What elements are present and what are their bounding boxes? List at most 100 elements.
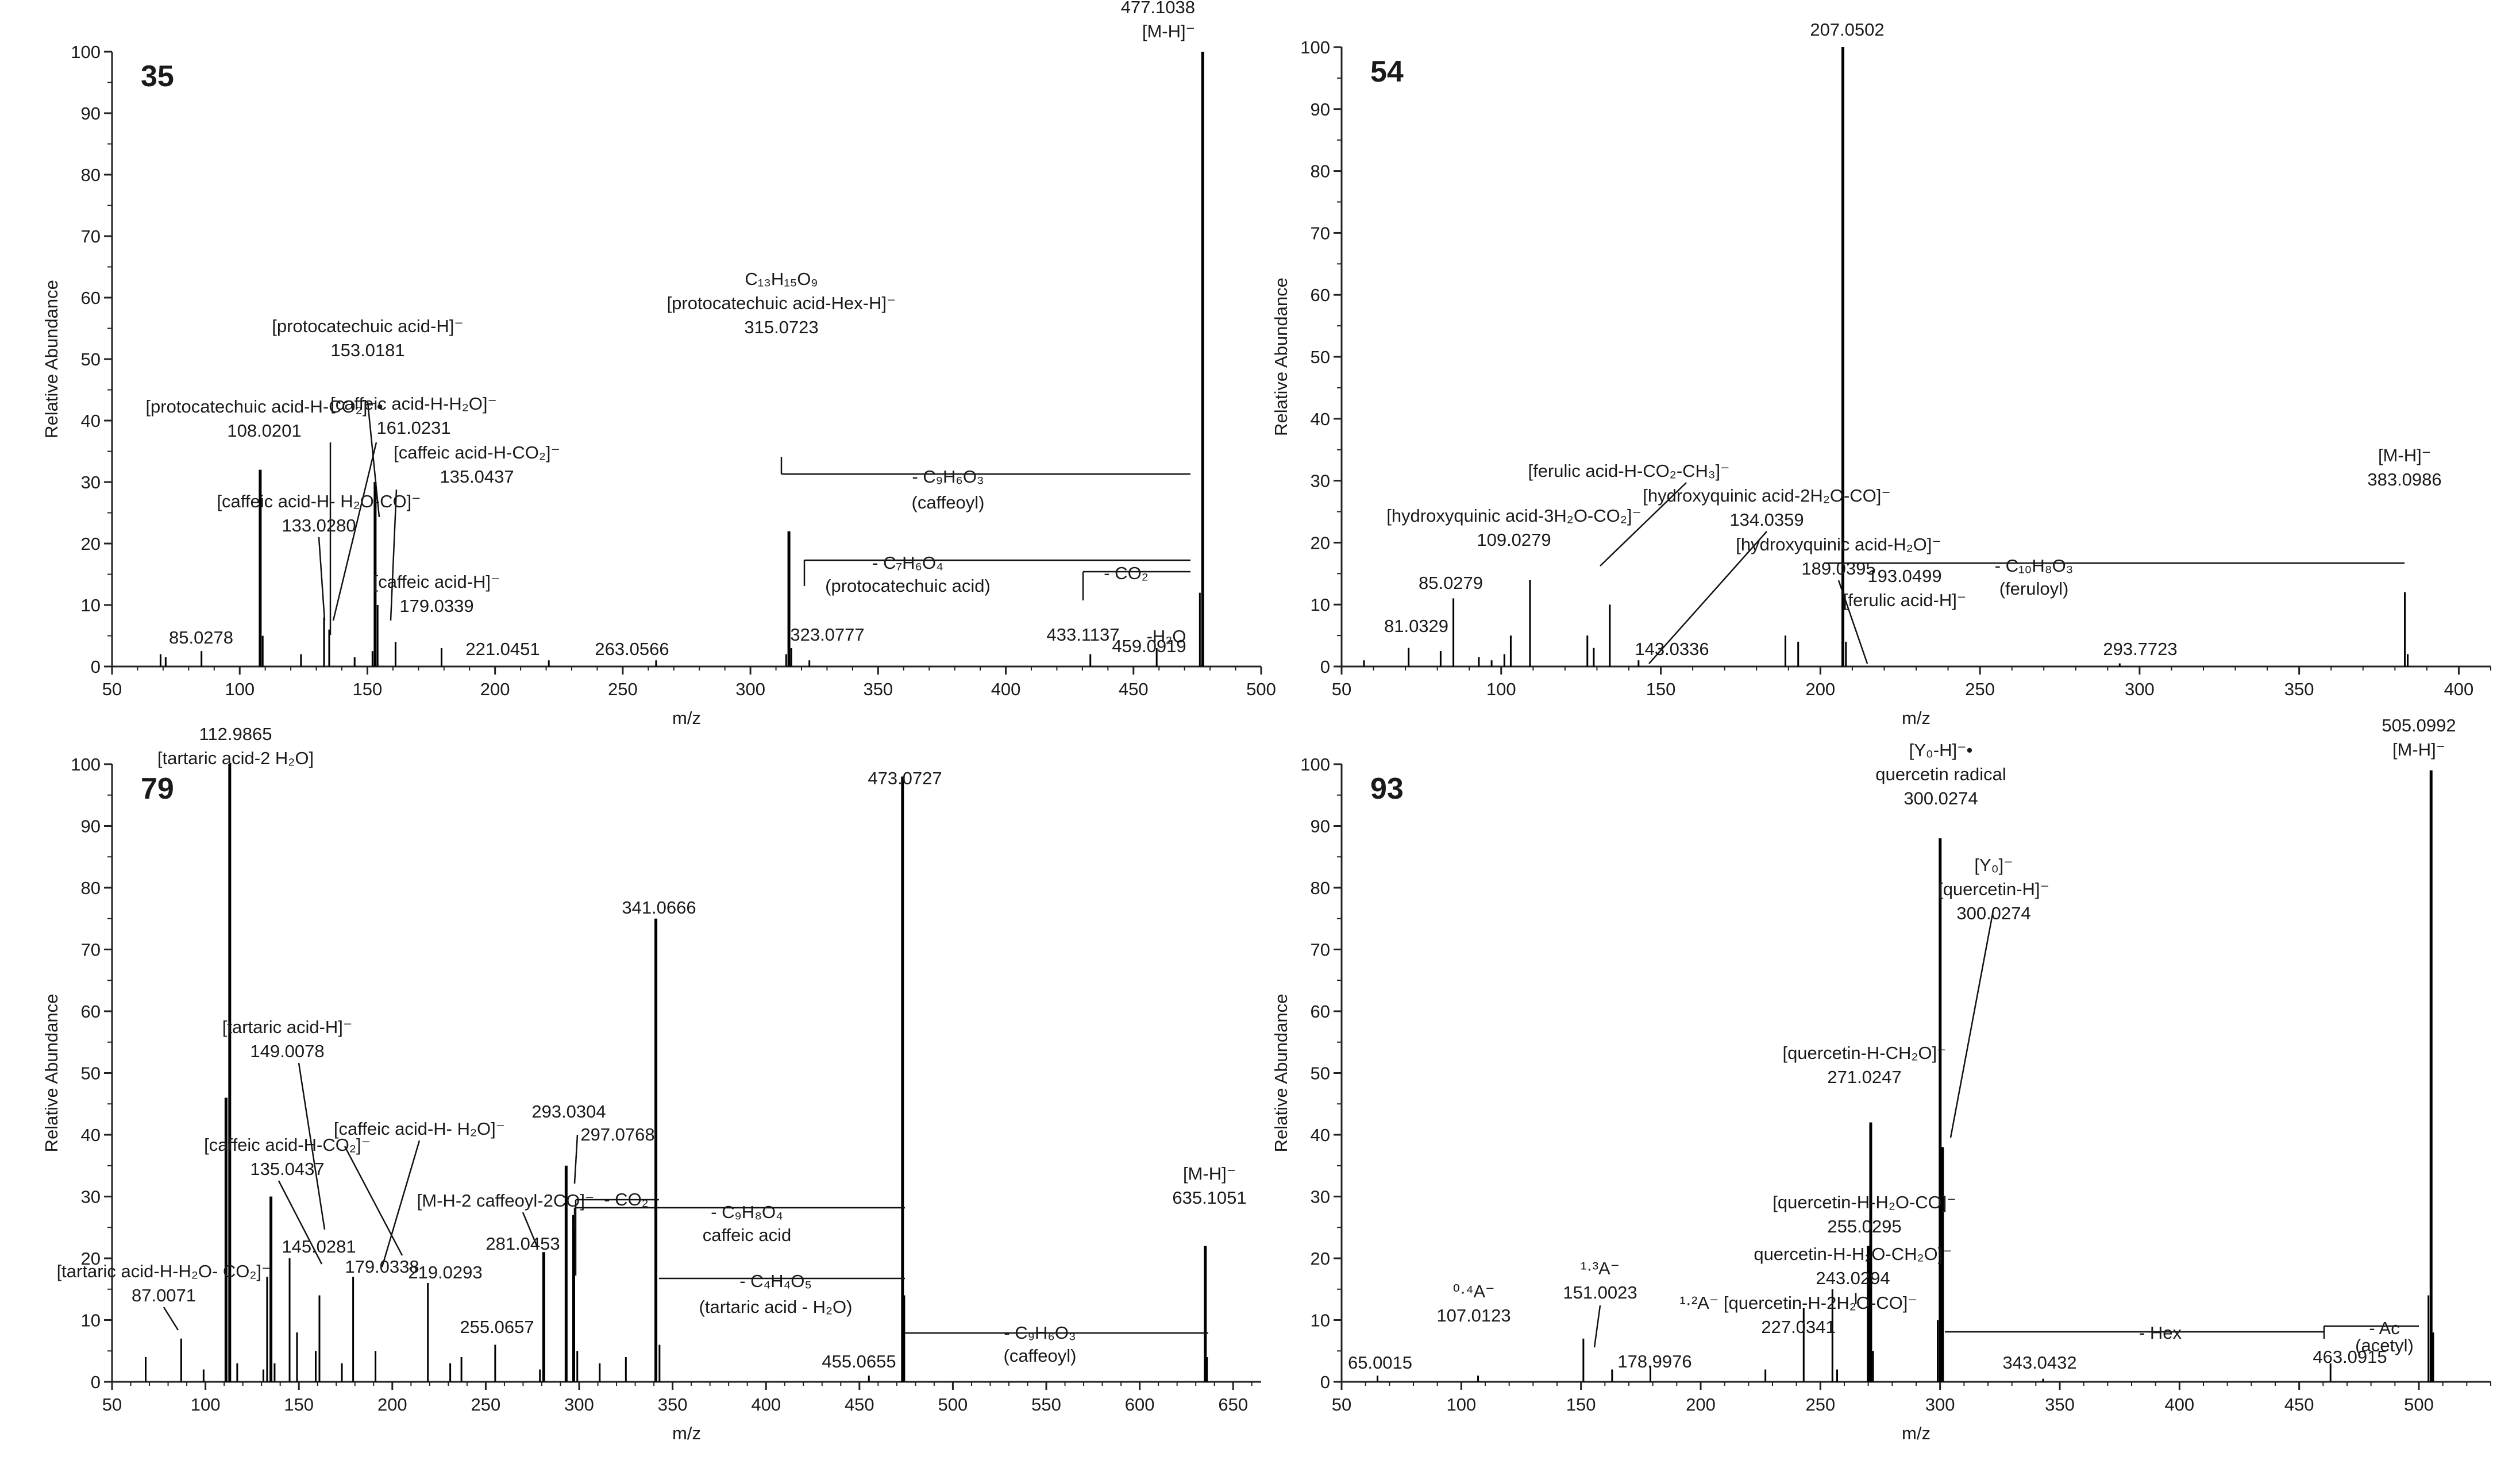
peak-annotation: [caffeic acid-H]⁻ <box>373 572 500 592</box>
x-tick-label: 100 <box>191 1394 221 1415</box>
x-tick-label: 300 <box>1925 1394 1955 1415</box>
x-tick-label: 400 <box>2164 1394 2194 1415</box>
neutral-loss-label: - C₉H₆O₃ <box>912 467 984 487</box>
y-tick-label: 30 <box>1311 471 1330 491</box>
peak-annotation: 341.0666 <box>622 897 696 918</box>
neutral-loss-label: - Ac <box>2369 1318 2399 1338</box>
peak-annotation: 149.0078 <box>250 1041 324 1061</box>
peak-annotation: [hydroxyquinic acid-3H₂O-CO₂]⁻ <box>1386 506 1642 526</box>
peak-annotation: 473.0727 <box>868 768 942 788</box>
label-leader-line <box>1837 580 1868 664</box>
panel-number: 93 <box>1370 772 1404 806</box>
y-tick-label: 30 <box>1311 1187 1330 1207</box>
y-axis-title: Relative Abundance <box>41 280 61 438</box>
neutral-loss-name: caffeic acid <box>703 1225 792 1245</box>
y-tick-label: 20 <box>1311 1249 1330 1269</box>
y-tick-label: 80 <box>1311 878 1330 898</box>
label-leader-line <box>1593 1305 1601 1348</box>
y-tick-label: 70 <box>81 226 101 246</box>
y-tick-label: 20 <box>81 534 101 554</box>
label-leader-line <box>367 402 380 518</box>
peak-annotation: [protocatechuic acid-Hex-H]⁻ <box>667 293 896 313</box>
peak-annotation: 315.0723 <box>744 317 818 337</box>
x-tick-label: 500 <box>1246 679 1276 699</box>
x-tick-label: 350 <box>2284 679 2314 699</box>
label-leader-line <box>381 1140 421 1267</box>
x-tick-label: 50 <box>1332 1394 1351 1415</box>
y-tick-label: 30 <box>81 1187 101 1207</box>
x-tick-label: 150 <box>353 679 383 699</box>
panel-number: 54 <box>1370 55 1404 88</box>
peak-annotation: 383.0986 <box>2367 469 2441 490</box>
peak-annotation: 112.9865 <box>199 724 272 744</box>
peak-annotation: 343.0432 <box>2002 1353 2076 1373</box>
x-axis-title: m/z <box>1902 1423 1931 1443</box>
y-tick-label: 0 <box>1320 1372 1330 1392</box>
peak-annotation: 271.0247 <box>1827 1067 1901 1087</box>
neutral-loss-name: (tartaric acid - H₂O) <box>699 1297 853 1317</box>
y-tick-label: 80 <box>1311 161 1330 182</box>
peak-annotation: [protocatechuic acid-H]⁻ <box>272 316 463 336</box>
peak-annotation: 281.0453 <box>485 1234 560 1254</box>
neutral-loss-label: - Hex <box>2139 1323 2182 1343</box>
peak-annotation: 85.0279 <box>1419 573 1483 593</box>
y-tick-label: 10 <box>1311 1311 1330 1331</box>
peak-annotation: 505.0992 <box>2382 715 2456 735</box>
y-tick-label: 60 <box>1311 1001 1330 1022</box>
x-tick-label: 400 <box>991 679 1021 699</box>
panel-number: 79 <box>141 772 174 806</box>
peak-annotation: 179.0338 <box>345 1257 419 1277</box>
x-axis-title: m/z <box>672 708 701 728</box>
peak-annotation: [quercetin-H-CH₂O]⁻ <box>1782 1043 1946 1063</box>
y-tick-label: 40 <box>1311 1125 1330 1145</box>
peak-annotation: 255.0295 <box>1827 1216 1901 1236</box>
chart-panel-35: 0 10 20 30 40 50 60 70 80 90 100 50 100 150 200 250 300 3… <box>41 0 1276 728</box>
y-tick-label: 20 <box>81 1249 101 1269</box>
y-tick-label: 40 <box>1311 409 1330 429</box>
x-tick-label: 600 <box>1125 1394 1155 1415</box>
x-tick-label: 550 <box>1031 1394 1061 1415</box>
x-tick-label: 450 <box>2284 1394 2314 1415</box>
neutral-loss-name: (caffeoyl) <box>912 492 985 513</box>
x-tick-label: 200 <box>377 1394 407 1415</box>
y-tick-label: 100 <box>71 754 101 775</box>
peak-annotation: 87.0071 <box>132 1285 196 1305</box>
x-tick-label: 350 <box>863 679 893 699</box>
peak-annotation: [M-H-2 caffeoyl-2CO]⁻ <box>417 1191 595 1211</box>
y-tick-label: 90 <box>81 103 101 124</box>
peak-annotation: [quercetin-H-H₂O-CO]⁻ <box>1773 1192 1956 1212</box>
peak-annotation: 65.0015 <box>1348 1353 1412 1373</box>
peak-annotation: 463.0915 <box>2313 1347 2387 1367</box>
x-tick-label: 500 <box>2404 1394 2434 1415</box>
x-tick-label: 350 <box>2045 1394 2075 1415</box>
neutral-loss-name: (acetyl) <box>2355 1335 2414 1355</box>
peak-annotation: 300.0274 <box>1904 788 1978 808</box>
y-tick-label: 50 <box>1311 347 1330 367</box>
label-leader-line <box>344 1146 403 1256</box>
chart-panel-54: 0 10 20 30 40 50 60 70 80 90 100 50 100 150 200 250 300 3… <box>1271 20 2491 728</box>
peak-annotation: 135.0437 <box>440 467 514 487</box>
x-axis-title: m/z <box>1902 708 1931 728</box>
y-tick-label: 0 <box>91 1372 101 1392</box>
chart-panel-79: 0 10 20 30 40 50 60 70 80 90 100 50 100 150 200 250 300 3… <box>41 724 1261 1443</box>
peak-annotation: 477.1038 <box>1121 0 1195 17</box>
x-tick-label: 100 <box>1486 679 1516 699</box>
peak-annotation: 297.0768 <box>580 1124 654 1145</box>
neutral-loss-label: - CO₂ <box>604 1189 648 1209</box>
peak-annotation: [ferulic acid-H]⁻ <box>1843 590 1966 610</box>
y-tick-label: 10 <box>1311 595 1330 615</box>
peak-annotation: 178.9976 <box>1617 1351 1691 1371</box>
y-tick-label: 20 <box>1311 533 1330 553</box>
peak-annotation: [tartaric acid-H-H₂O- CO₂]⁻ <box>57 1261 271 1281</box>
y-tick-label: 40 <box>81 411 101 431</box>
y-tick-label: 30 <box>81 472 101 492</box>
neutral-loss-label: - C₉H₆O₃ <box>1004 1323 1076 1343</box>
y-tick-label: 60 <box>81 288 101 308</box>
y-tick-label: 90 <box>81 816 101 837</box>
label-leader-line <box>522 1212 538 1247</box>
x-tick-label: 400 <box>751 1394 781 1415</box>
y-tick-label: 80 <box>81 878 101 898</box>
x-tick-label: 50 <box>102 1394 122 1415</box>
peak-annotation: 255.0657 <box>460 1317 534 1337</box>
